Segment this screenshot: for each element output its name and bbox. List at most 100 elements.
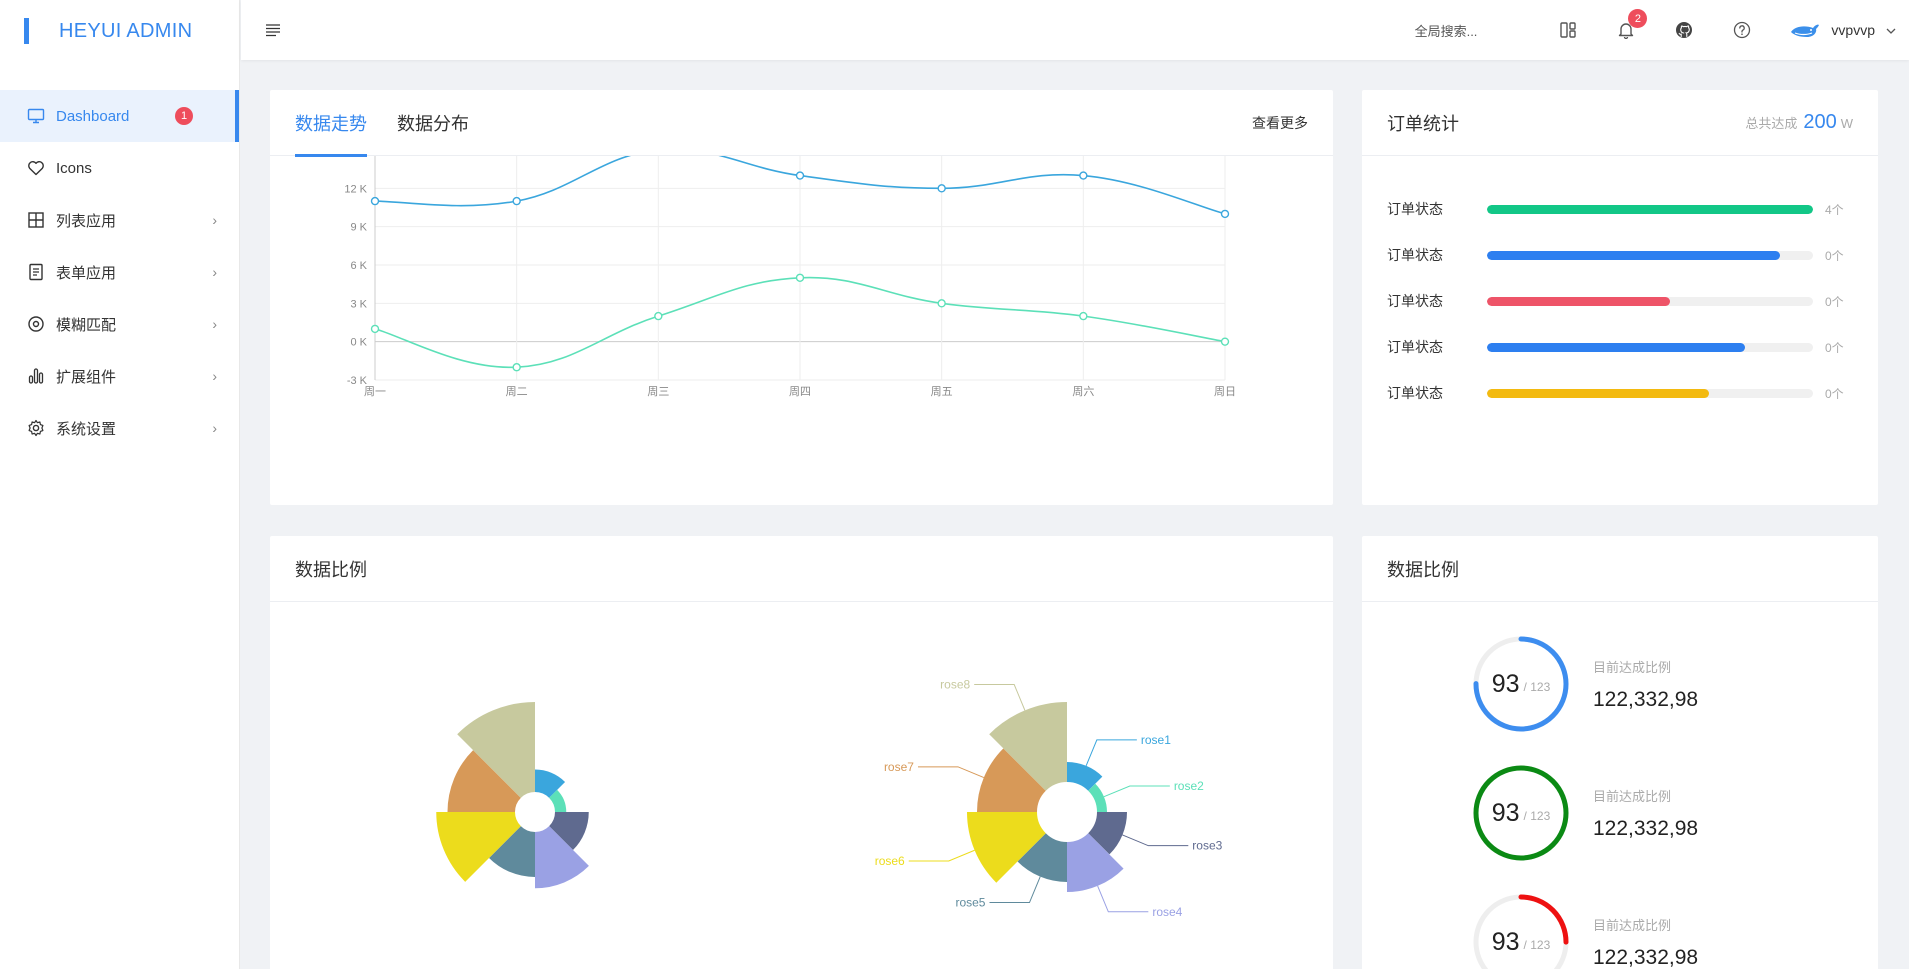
order-progress-bar [1487,342,1813,352]
target-icon [26,314,46,334]
data-point[interactable] [1220,209,1230,219]
help-icon[interactable] [1731,19,1753,41]
order-count: 4个 [1825,202,1844,217]
order-label: 订单状态 [1387,339,1443,355]
sidebar-item-dashboard[interactable]: Dashboard 1 [0,90,239,142]
chevron-right-icon: › [212,368,217,384]
chevron-right-icon: › [212,264,217,280]
rose-slice[interactable] [1067,762,1103,791]
data-point[interactable] [795,273,805,282]
slice-label: rose1 [1141,733,1171,747]
order-row: 订单状态 4个 [1387,186,1853,232]
rose-slice[interactable] [436,812,521,882]
order-progress-fill [1487,342,1745,352]
data-point[interactable] [512,363,521,372]
sidebar-item-settings[interactable]: 系统设置 › [0,402,239,454]
x-tick-label: 周四 [789,385,811,398]
grid-icon [26,210,46,230]
data-point[interactable] [370,324,380,334]
order-stats-card: 订单统计 总共达成 200 W 订单状态 4个 订单状态 0个 订单状态 0个 … [1362,90,1878,505]
y-tick-label: 12 K [344,183,367,195]
data-point[interactable] [937,184,946,193]
sidebar-item-icons[interactable]: Icons [0,142,239,194]
slice-label: rose3 [1192,839,1222,853]
avatar[interactable] [1789,19,1821,41]
rose-chart-left [436,702,589,889]
data-point[interactable] [795,171,805,180]
rose-slice[interactable] [967,812,1046,883]
y-tick-label: 6 K [350,260,367,272]
order-progress-fill [1487,204,1813,214]
label-line [989,876,1041,904]
order-progress-fill [1487,388,1709,398]
gauge-number: 122,332,98 [1593,816,1699,840]
rose-slice[interactable] [535,769,566,798]
data-point[interactable] [1220,337,1230,346]
data-point[interactable] [1079,171,1088,180]
gauge-caption: 目前达成比例 [1593,659,1672,675]
x-tick-label: 周二 [506,385,528,398]
rose-slice[interactable] [989,702,1067,791]
gauge-number: 122,332,98 [1593,687,1699,711]
data-point[interactable] [1079,311,1088,321]
bell-icon[interactable]: 2 [1615,9,1648,41]
rose-slice[interactable] [1088,812,1127,855]
rose-slice[interactable] [549,789,567,812]
slice-label: rose2 [1174,779,1204,793]
rose-slice[interactable] [1088,783,1107,812]
chart-grid [374,149,1226,381]
label-line [1122,834,1189,847]
sidebar-item-extensions[interactable]: 扩展组件 › [0,350,239,402]
label-line [1097,885,1149,913]
label-line [1085,739,1137,766]
x-tick-label: 周五 [931,385,953,398]
menu-toggle-icon[interactable] [263,20,283,40]
sidebar-item-list-app[interactable]: 列表应用 › [0,194,239,246]
order-label: 订单状态 [1387,201,1443,217]
tab-data-trend[interactable]: 数据走势 [295,90,367,157]
github-icon[interactable] [1673,19,1695,41]
chevron-right-icon: › [212,316,217,332]
layout-icon[interactable] [1557,19,1579,41]
rose-slice[interactable] [447,750,521,812]
chevron-right-icon: › [212,420,217,436]
order-count: 0个 [1825,386,1844,401]
monitor-icon [26,106,46,126]
rose-slice[interactable] [1017,833,1067,882]
global-search[interactable]: 全局搜索... [1414,23,1478,39]
sidebar-item-label: Dashboard [56,107,130,125]
rose-slice[interactable] [535,826,589,889]
rose-slice[interactable] [489,826,535,877]
gauge-value: 93 [1491,669,1520,698]
order-total-unit: W [1840,116,1853,131]
logo[interactable]: HEYUI ADMIN [0,0,239,62]
data-point[interactable] [937,299,946,308]
y-tick-label: 3 K [350,298,367,310]
order-card-header: 订单统计 总共达成 200 W [1362,90,1878,156]
order-progress-bar [1487,250,1813,260]
chevron-down-icon[interactable] [1885,24,1897,36]
circle-gauge: 93 / 123 [1472,635,1570,733]
tab-data-distribution[interactable]: 数据分布 [397,113,469,134]
rose-slice[interactable] [1067,833,1124,892]
trend-tabs: 数据走势 数据分布 [295,90,499,157]
gauge-info: 目前达成比例 122,332,98 [1593,915,1698,969]
label-line [908,849,975,862]
data-point[interactable] [512,196,521,206]
username[interactable]: vvpvvp [1831,22,1875,38]
data-point[interactable] [654,311,663,321]
rose-slice[interactable] [549,812,589,851]
gauge-value: 93 [1491,798,1520,827]
sidebar-item-fuzzy-match[interactable]: 模糊匹配 › [0,298,239,350]
data-point[interactable] [370,196,380,206]
sidebar-item-form-app[interactable]: 表单应用 › [0,246,239,298]
rose-slice[interactable] [977,748,1046,812]
order-count: 0个 [1825,340,1844,355]
view-more-link[interactable]: 查看更多 [1252,114,1308,131]
logo-bar [24,18,29,44]
slice-label: rose8 [940,678,970,692]
trend-card: 数据走势 数据分布 查看更多 -3 K0 K3 K6 K9 K12 K15 K周… [270,90,1333,505]
sidebar-item-label: 扩展组件 [56,368,117,386]
notification-badge: 2 [1628,9,1648,28]
rose-slice[interactable] [457,702,535,798]
